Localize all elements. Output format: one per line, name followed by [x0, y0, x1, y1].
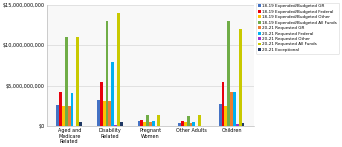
Bar [193, 122, 195, 126]
Bar [141, 120, 143, 126]
Bar [184, 122, 187, 126]
Bar [149, 122, 152, 126]
Bar [106, 21, 108, 126]
Bar [187, 116, 189, 126]
Bar [137, 121, 141, 126]
Bar [236, 123, 239, 126]
Bar [178, 123, 181, 126]
Bar [152, 121, 155, 126]
Bar [157, 115, 160, 126]
Bar [56, 105, 59, 126]
Bar [120, 122, 122, 126]
Bar [241, 123, 245, 126]
Bar [100, 82, 103, 126]
Bar [143, 122, 146, 126]
Bar [114, 125, 117, 126]
Bar [97, 100, 100, 126]
Bar [76, 37, 79, 126]
Bar [198, 115, 201, 126]
Bar [227, 21, 230, 126]
Bar [117, 13, 120, 126]
Bar [239, 29, 241, 126]
Legend: 18-19 Expended/Budgeted GR, 18-19 Expended/Budgeted Federal, 18-19 Expended/Budg: 18-19 Expended/Budgeted GR, 18-19 Expend… [256, 3, 339, 54]
Bar [62, 106, 65, 126]
Bar [59, 92, 62, 126]
Bar [70, 93, 74, 126]
Bar [103, 101, 106, 126]
Bar [230, 92, 233, 126]
Bar [146, 115, 149, 126]
Bar [79, 122, 82, 126]
Bar [224, 106, 227, 126]
Bar [189, 123, 193, 126]
Bar [219, 104, 222, 126]
Bar [222, 82, 224, 126]
Bar [111, 62, 114, 126]
Bar [181, 121, 184, 126]
Bar [68, 106, 70, 126]
Bar [108, 101, 111, 126]
Bar [65, 37, 68, 126]
Bar [233, 92, 236, 126]
